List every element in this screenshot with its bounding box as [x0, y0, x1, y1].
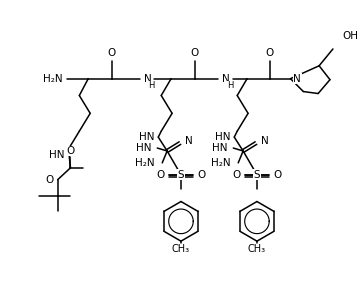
Text: O: O: [46, 175, 54, 185]
Text: O: O: [274, 170, 282, 180]
Text: O: O: [266, 48, 274, 58]
Text: CH₃: CH₃: [172, 244, 190, 254]
Text: N: N: [185, 136, 193, 146]
Text: O: O: [191, 48, 199, 58]
Text: H: H: [148, 81, 155, 90]
Text: S: S: [254, 170, 260, 180]
Text: H₂N: H₂N: [135, 158, 154, 168]
Text: HN: HN: [212, 143, 228, 153]
Text: O: O: [156, 170, 164, 180]
Text: N: N: [143, 74, 151, 84]
Text: HN: HN: [215, 132, 230, 142]
Text: HN: HN: [139, 132, 154, 142]
Text: N: N: [261, 136, 269, 146]
Text: CH₃: CH₃: [248, 244, 266, 254]
Text: HN: HN: [49, 150, 64, 160]
Text: N: N: [293, 74, 301, 84]
Text: S: S: [178, 170, 184, 180]
Text: H₂N: H₂N: [211, 158, 230, 168]
Text: HN: HN: [136, 143, 151, 153]
Text: O: O: [198, 170, 206, 180]
Text: O: O: [108, 48, 116, 58]
Text: OH: OH: [343, 31, 359, 41]
Text: H: H: [227, 81, 233, 90]
Text: N: N: [222, 74, 230, 84]
Text: O: O: [232, 170, 240, 180]
Text: O: O: [66, 146, 75, 156]
Text: H₂N: H₂N: [43, 74, 63, 84]
